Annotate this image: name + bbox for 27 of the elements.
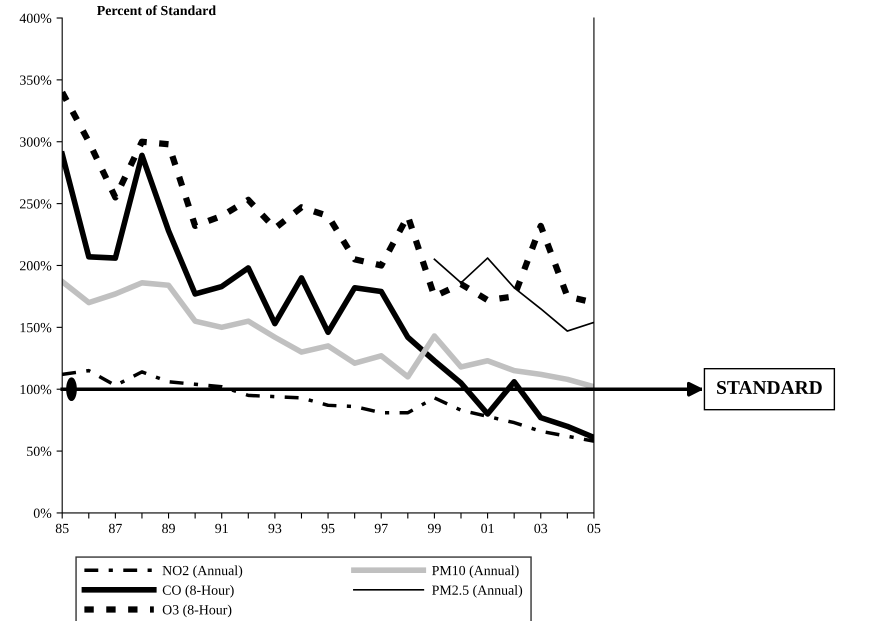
x-tick-label: 99 xyxy=(428,524,441,534)
x-tick-label: 03 xyxy=(534,524,548,534)
y-tick-label: 250% xyxy=(20,199,52,209)
legend-label: CO (8-Hour) xyxy=(162,585,234,598)
x-tick-label: 97 xyxy=(374,524,388,534)
y-tick-label: 400% xyxy=(20,14,52,24)
x-tick-label: 05 xyxy=(588,524,600,534)
y-tick-label: 150% xyxy=(20,322,52,332)
y-tick-label: 300% xyxy=(20,137,52,147)
legend-label: O3 (8-Hour) xyxy=(162,604,232,618)
y-tick-label: 0% xyxy=(34,508,52,518)
x-tick-label: 87 xyxy=(108,524,122,534)
legend-label: NO2 (Annual) xyxy=(162,565,242,578)
x-tick-label: 01 xyxy=(481,524,494,534)
y-tick-label: 200% xyxy=(20,261,52,270)
x-tick-label: 85 xyxy=(56,524,69,534)
x-tick-label: 95 xyxy=(322,524,334,534)
y-tick-label: 50% xyxy=(27,446,52,456)
ref-line-label: STANDARD xyxy=(717,381,822,394)
legend-label: PM10 (Annual) xyxy=(432,565,519,578)
y-tick-label: 100% xyxy=(20,384,52,394)
legend-label: PM2.5 (Annual) xyxy=(432,585,522,598)
x-tick-label: 93 xyxy=(268,524,282,534)
x-tick-label: 89 xyxy=(162,524,175,534)
y-axis-title: Percent of Standard xyxy=(96,5,216,16)
x-tick-label: 91 xyxy=(215,524,228,534)
y-tick-label: 350% xyxy=(20,75,52,85)
